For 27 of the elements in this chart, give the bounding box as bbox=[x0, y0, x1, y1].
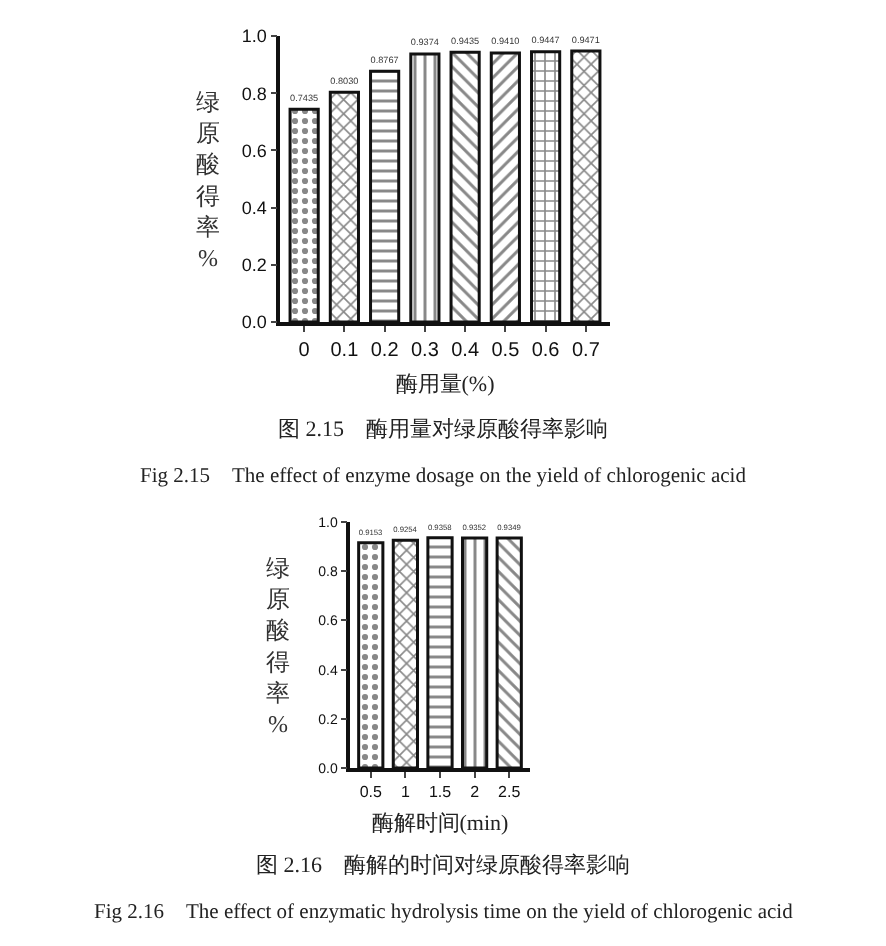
x-tick-label: 0.4 bbox=[451, 339, 480, 362]
x-tick-label: 2 bbox=[470, 782, 481, 801]
y-tick-label: 0.6 bbox=[241, 140, 267, 161]
y-tick-label: 0.2 bbox=[241, 255, 267, 276]
y-tick-label: 1.0 bbox=[241, 26, 267, 47]
y-tick-label: 0.0 bbox=[241, 312, 267, 333]
y-axis-title: 绿原酸得率% bbox=[266, 554, 290, 738]
x-tick-label: 0.1 bbox=[330, 339, 360, 362]
x-tick-label: 0.3 bbox=[410, 339, 440, 362]
x-tick-label: 2.5 bbox=[498, 782, 522, 801]
x-tick-label: 1 bbox=[400, 782, 411, 801]
y-tick-label: 0.4 bbox=[241, 197, 267, 218]
x-tick-label: 0.5 bbox=[359, 782, 383, 801]
caption: Fig 2.15 The effect of enzyme dosage on the yield of chlorogenic acid bbox=[140, 466, 748, 488]
x-tick-label: 0.2 bbox=[370, 339, 400, 362]
y-axis-title: 绿原酸得率% bbox=[196, 88, 220, 272]
x-tick-label: 0 bbox=[298, 339, 311, 362]
caption: Fig 2.16 The effect of enzymatic hydrolysis time on the yield of chlorogenic acid bbox=[94, 902, 795, 924]
caption: 图 2.16 酶解的时间对绿原酸得率影响 bbox=[256, 852, 630, 878]
x-tick-label: 0.5 bbox=[491, 339, 521, 362]
x-axis-title: 酶用量(%) bbox=[395, 372, 496, 397]
x-tick-label: 1.5 bbox=[428, 782, 453, 801]
caption: 图 2.15 酶用量对绿原酸得率影响 bbox=[278, 416, 608, 442]
x-axis-title: 酶解时间(min) bbox=[371, 810, 510, 837]
x-tick-label: 0.6 bbox=[531, 339, 561, 362]
y-tick-label: 0.8 bbox=[241, 83, 267, 104]
x-tick-label: 0.7 bbox=[571, 339, 601, 362]
